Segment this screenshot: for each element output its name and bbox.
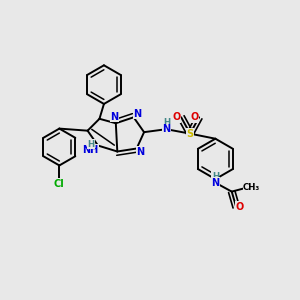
Text: H: H xyxy=(212,172,219,181)
Text: N: N xyxy=(133,109,141,119)
Text: N: N xyxy=(211,178,220,188)
Text: S: S xyxy=(187,129,194,139)
Text: N: N xyxy=(136,147,144,157)
Text: O: O xyxy=(190,112,199,122)
Text: N: N xyxy=(110,112,118,122)
Text: H: H xyxy=(88,140,95,148)
Text: H: H xyxy=(163,118,170,127)
Text: O: O xyxy=(172,112,181,122)
Text: Cl: Cl xyxy=(54,179,65,189)
Text: CH₃: CH₃ xyxy=(243,183,260,192)
Text: N: N xyxy=(162,124,170,134)
Text: NH: NH xyxy=(82,145,99,155)
Text: O: O xyxy=(236,202,244,212)
